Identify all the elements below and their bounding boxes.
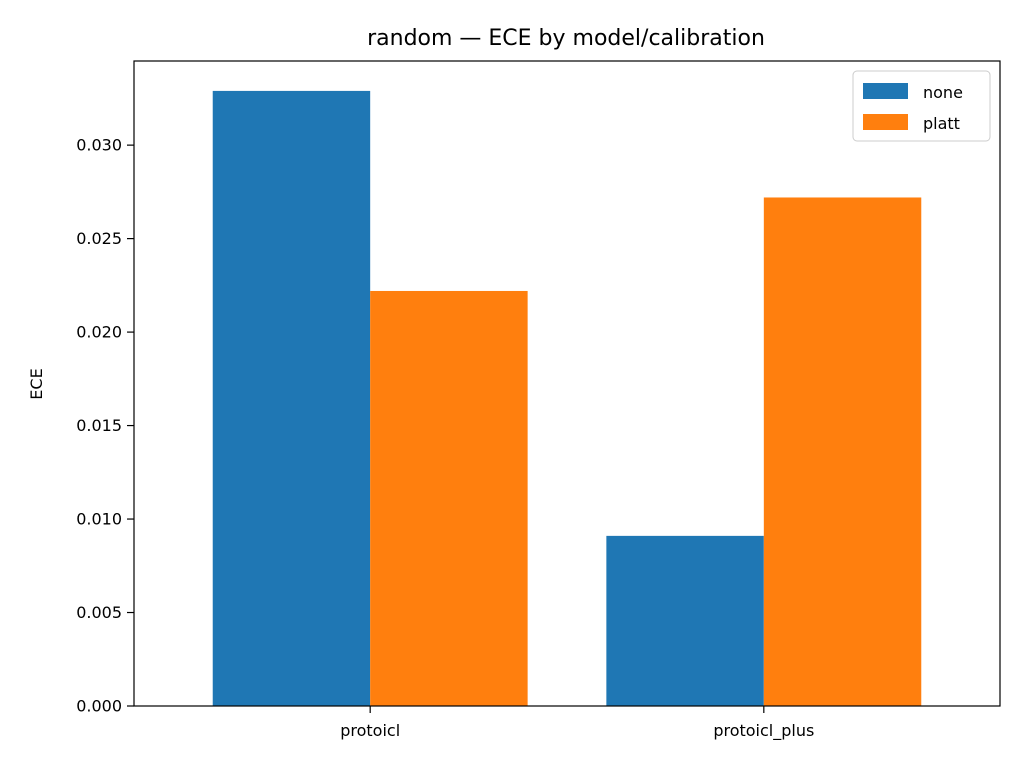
legend-box [852,70,991,142]
bar-protoicl-platt [370,290,528,706]
bar-protoicl-none [212,90,371,706]
x-axis: protoicl protoicl_plus [340,706,814,741]
bars-group [212,90,922,707]
y-tick-label: 0.010 [76,510,122,529]
y-axis: 0.000 0.005 0.010 0.015 0.020 0.025 0.030 [76,136,134,716]
x-tick-label-protoicl_plus: protoicl_plus [713,721,814,741]
bar-protoicl_plus-none [606,535,764,706]
x-tick-label-protoicl: protoicl [340,721,400,740]
chart-title: random — ECE by model/calibration [367,26,765,51]
y-tick-label: 0.025 [76,229,122,248]
y-tick-label: 0.000 [76,697,122,716]
bar-protoicl_plus-platt [763,197,922,707]
y-tick-label: 0.005 [76,603,122,622]
y-tick-label: 0.030 [76,136,122,155]
legend: none platt [852,70,991,142]
legend-swatch-platt [863,114,908,130]
legend-swatch-none [863,83,908,99]
y-tick-label: 0.015 [76,416,122,435]
legend-label-platt: platt [923,114,960,133]
y-tick-label: 0.020 [76,323,122,342]
plot-frame [133,60,1001,707]
legend-label-none: none [923,83,963,102]
y-axis-label: ECE [27,368,46,399]
